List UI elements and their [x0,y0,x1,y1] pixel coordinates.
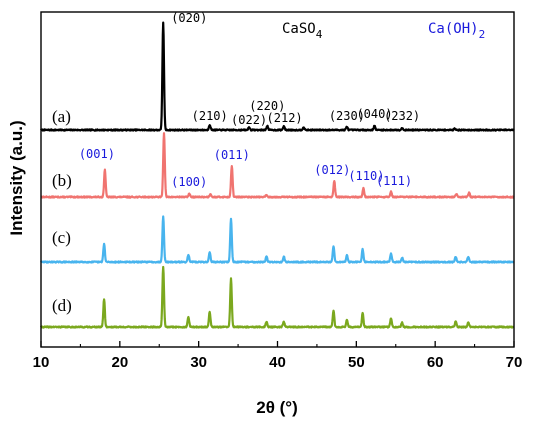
trace-line-3 [39,265,515,329]
trace-label-1: (b) [52,171,72,190]
x-axis-ticks: 10 20 30 40 50 60 70 [33,341,523,371]
peak-annotation-0-4: (212) [267,111,303,125]
legend: CaSO4 Ca(OH)2 [282,21,485,41]
x-tick-label-4: 50 [348,354,365,371]
peak-annotation-0-0: (020) [171,11,207,25]
peak-annotation-0-5: (230) [329,109,365,123]
peak-annotation-0-1: (210) [192,109,228,123]
x-tick-label-5: 60 [427,354,444,371]
x-tick-label-2: 30 [190,354,207,371]
peak-annotation-1-4: (110) [348,169,384,183]
peak-annotation-0-2: (022) [231,113,267,127]
y-axis-title: Intensity (a.u.) [7,120,26,235]
trace-label-2: (c) [52,228,71,247]
peak-annotation-0-3: (220) [249,99,285,113]
plot-frame [40,11,515,348]
x-tick-label-6: 70 [506,354,523,371]
traces-layer [39,21,515,329]
peak-annotation-0-6: (040) [356,107,392,121]
trace-line-1 [40,132,515,199]
peak-annotation-1-5: (111) [376,174,412,188]
peak-annotation-1-3: (012) [314,163,350,177]
trace-line-2 [40,215,515,264]
peak-annotation-1-0: (001) [79,147,115,161]
trace-labels: (a) (b) (c) (d) [52,107,72,315]
legend-item-1: Ca(OH)2 [428,21,485,41]
trace-line-0 [40,21,515,132]
trace-label-3: (d) [52,296,72,315]
x-tick-label-3: 40 [269,354,286,371]
legend-item-0: CaSO4 [282,21,323,41]
peak-annotation-1-1: (100) [171,175,207,189]
peak-annotation-0-7: (232) [384,109,420,123]
peak-annotation-1-2: (011) [214,148,250,162]
x-tick-label-1: 20 [111,354,128,371]
trace-label-0: (a) [52,107,71,126]
peak-annotations: (020) (210) (022)(220)(212) (230)(040)(232)… [79,11,420,189]
x-axis-title: 2θ (°) [256,398,298,417]
x-tick-label-0: 10 [33,354,50,371]
